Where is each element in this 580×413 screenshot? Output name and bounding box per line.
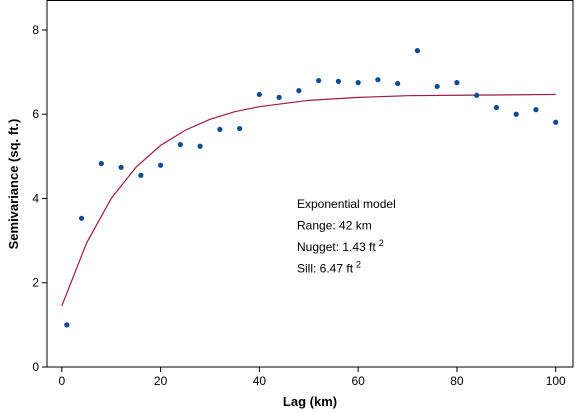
data-point	[276, 94, 282, 100]
data-point	[217, 126, 223, 133]
annotation: Sill: 6.47 ft 2	[297, 260, 361, 276]
y-tick-label: 4	[32, 191, 39, 205]
x-tick-label: 40	[253, 374, 267, 388]
x-tick-label: 100	[546, 374, 566, 388]
data-point	[474, 92, 480, 98]
annotation-text: Sill: 6.47 ft	[297, 262, 354, 276]
data-point	[138, 172, 144, 178]
data-point	[157, 162, 164, 168]
x-tick-label: 80	[450, 374, 464, 388]
data-point	[98, 160, 104, 167]
annotation: Range: 42 km	[297, 219, 372, 233]
data-point	[414, 48, 421, 54]
data-point	[375, 77, 381, 83]
y-tick-label: 2	[32, 276, 39, 290]
y-tick-label: 0	[32, 360, 39, 374]
x-tick-label: 20	[154, 374, 168, 388]
data-point	[355, 80, 361, 86]
y-axis-title: Semivariance (sq. ft.)	[6, 119, 21, 250]
x-tick-label: 60	[351, 374, 365, 388]
data-point	[197, 143, 203, 149]
data-point	[533, 107, 539, 113]
plot-frame	[46, 0, 574, 368]
data-point	[296, 88, 302, 94]
y-tick-label: 6	[32, 107, 39, 121]
data-point	[553, 119, 559, 125]
data-point	[434, 83, 440, 90]
data-point	[513, 111, 519, 117]
model-curve	[61, 93, 556, 307]
data-point	[335, 78, 341, 84]
data-point	[493, 104, 500, 111]
annotation-superscript: 2	[356, 260, 361, 270]
data-point	[78, 215, 85, 221]
data-point	[454, 80, 460, 86]
data-point	[395, 80, 401, 87]
annotation-text: Exponential model	[297, 197, 396, 211]
annotation-superscript: 2	[379, 238, 384, 248]
annotation-text: Nugget: 1.43 ft	[297, 240, 376, 254]
x-axis-title: Lag (km)	[283, 394, 337, 409]
data-point	[256, 91, 262, 98]
annotation: Nugget: 1.43 ft 2	[297, 238, 384, 254]
data-point	[316, 77, 322, 84]
data-point	[118, 164, 124, 170]
data-point	[177, 141, 183, 148]
y-tick-label: 8	[32, 23, 39, 37]
x-tick-label: 0	[58, 374, 65, 388]
annotation-text: Range: 42 km	[297, 219, 372, 233]
data-point	[64, 322, 70, 328]
annotation: Exponential model	[297, 197, 396, 211]
data-point	[237, 125, 243, 132]
